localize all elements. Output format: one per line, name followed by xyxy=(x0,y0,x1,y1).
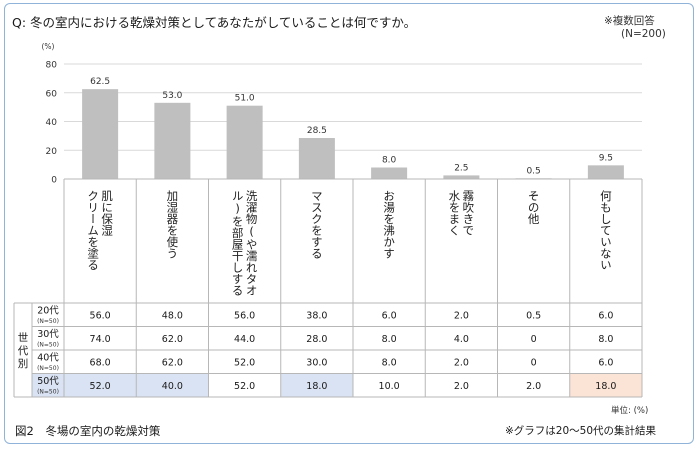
group-label-char: 代 xyxy=(18,345,29,357)
table-cell: 8.0 xyxy=(382,357,397,368)
bar-value-label: 9.5 xyxy=(599,153,613,163)
bar-value-label: 8.0 xyxy=(382,156,397,166)
bar xyxy=(226,105,263,179)
table-cell: 52.0 xyxy=(234,381,255,392)
cell-highlight xyxy=(280,373,353,397)
table-cell: 68.0 xyxy=(90,357,111,368)
table-cell: 2.0 xyxy=(454,381,469,392)
bar xyxy=(82,89,119,179)
table-cell: 0 xyxy=(531,334,537,345)
row-label-highlight xyxy=(32,373,64,397)
table-cell: 6.0 xyxy=(598,357,613,368)
table-cell: 2.0 xyxy=(526,381,541,392)
y-tick-label: 20 xyxy=(46,147,58,157)
y-axis-unit: (%) xyxy=(42,42,55,51)
row-sample-size: (N=50) xyxy=(37,318,59,325)
table-cell: 62.0 xyxy=(162,334,183,345)
bar xyxy=(371,167,408,179)
table-cell: 6.0 xyxy=(382,310,397,321)
row-label: 50代 xyxy=(37,376,59,387)
category-label: お湯を沸かす xyxy=(382,190,396,259)
bar-value-label: 51.0 xyxy=(235,94,255,104)
bar-value-label: 62.5 xyxy=(90,77,110,87)
cell-highlight xyxy=(569,373,642,397)
table-cell: 8.0 xyxy=(382,334,397,345)
row-sample-size: (N=50) xyxy=(37,342,59,349)
figure-caption: 図2 冬場の室内の乾燥対策 xyxy=(15,424,161,438)
cell-highlight xyxy=(64,373,137,397)
table-cell: 52.0 xyxy=(90,381,111,392)
sample-size-note: (N=200) xyxy=(621,28,666,40)
y-tick-label: 80 xyxy=(46,61,58,71)
footnote: ※グラフは20～50代の集計結果 xyxy=(505,425,657,437)
y-tick-label: 40 xyxy=(46,118,58,128)
table-cell: 30.0 xyxy=(306,357,327,368)
table-cell: 52.0 xyxy=(234,357,255,368)
category-label: その他 xyxy=(527,190,541,225)
multiple-answer-note: ※複数回答 xyxy=(604,15,655,27)
bar-value-label: 2.5 xyxy=(454,163,468,173)
bar xyxy=(154,102,191,179)
bar xyxy=(443,175,480,179)
table-cell: 2.0 xyxy=(454,310,469,321)
table-cell: 8.0 xyxy=(598,334,613,345)
table-cell: 40.0 xyxy=(162,381,183,392)
category-label: マスクをする xyxy=(310,190,324,259)
row-label: 30代 xyxy=(37,329,59,340)
cell-highlight xyxy=(136,373,209,397)
bar xyxy=(587,165,624,179)
bar-value-label: 28.5 xyxy=(307,126,327,136)
category-label: 水をまく xyxy=(447,190,461,236)
table-cell: 38.0 xyxy=(306,310,327,321)
table-cell: 2.0 xyxy=(454,357,469,368)
y-tick-label: 60 xyxy=(46,89,58,99)
bar-value-label: 0.5 xyxy=(526,166,540,176)
table-cell: 18.0 xyxy=(306,381,327,392)
group-label-char: 世 xyxy=(18,332,29,344)
question-text: Q: 冬の室内における乾燥対策としてあなたがしていることは何ですか。 xyxy=(12,15,417,30)
table-cell: 0 xyxy=(531,357,537,368)
table-cell: 10.0 xyxy=(379,381,400,392)
table-cell: 0.5 xyxy=(526,310,541,321)
category-label: 霧吹きで xyxy=(461,190,475,236)
category-label: 肌に保湿 xyxy=(100,190,114,236)
table-cell: 56.0 xyxy=(234,310,255,321)
table-cell: 4.0 xyxy=(454,334,469,345)
figure-frame xyxy=(4,3,694,444)
table-cell: 74.0 xyxy=(90,334,111,345)
category-label: 洗濯物(や濡れタオ xyxy=(245,190,259,296)
row-label: 40代 xyxy=(37,353,59,364)
table-cell: 44.0 xyxy=(234,334,255,345)
category-label: ル)を部屋干しする xyxy=(231,190,245,296)
category-label: クリームを塗る xyxy=(86,190,100,271)
row-label: 20代 xyxy=(37,306,59,317)
row-sample-size: (N=50) xyxy=(37,365,59,372)
table-cell: 28.0 xyxy=(306,334,327,345)
group-label-char: 別 xyxy=(18,358,29,370)
table-cell: 6.0 xyxy=(598,310,613,321)
row-sample-size: (N=50) xyxy=(37,389,59,396)
y-tick-label: 0 xyxy=(51,176,57,186)
bar-value-label: 53.0 xyxy=(162,91,182,101)
bar xyxy=(298,138,335,179)
unit-footer: 単位: (%) xyxy=(611,406,649,416)
table-cell: 62.0 xyxy=(162,357,183,368)
table-cell: 56.0 xyxy=(90,310,111,321)
category-label: 何もしていない xyxy=(599,190,613,271)
table-cell: 18.0 xyxy=(595,381,616,392)
table-cell: 48.0 xyxy=(162,310,183,321)
category-label: 加湿器を使う xyxy=(165,190,179,259)
